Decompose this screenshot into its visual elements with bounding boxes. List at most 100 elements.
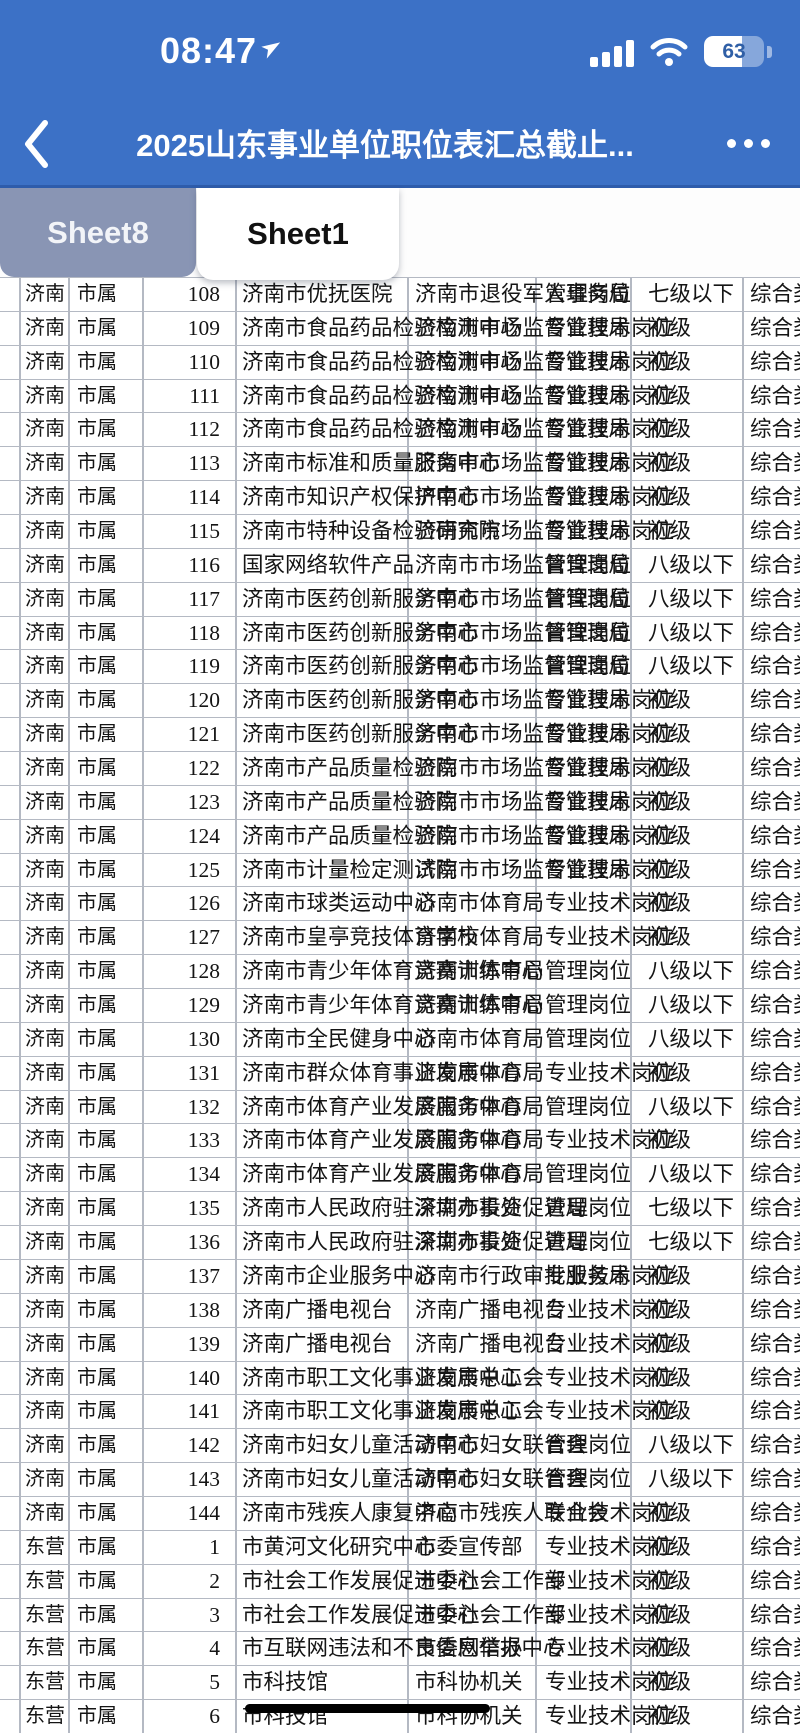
cell-org-type[interactable]: 市属 bbox=[77, 892, 117, 915]
cell-post-category[interactable]: 管理岗位 bbox=[545, 586, 632, 611]
cell-department[interactable]: 济南市行政审批服务局 bbox=[415, 1263, 631, 1288]
table-row[interactable]: 济南 市属 144 济南市残疾人康复中心 济南市残疾人联合会 专业技术岗位 初级… bbox=[0, 1496, 800, 1531]
cell-unit-name[interactable]: 国家网络软件产品 bbox=[242, 552, 415, 577]
cell-unit-name[interactable]: 济南市人民政府驻深圳办事处 bbox=[242, 1230, 522, 1255]
cell-unit-name[interactable]: 济南市标准和质量服务中心 bbox=[242, 451, 501, 476]
cell-post-level[interactable]: 初级 bbox=[648, 756, 692, 781]
cell-department[interactable]: 济南市市场监督管理局 bbox=[415, 789, 631, 814]
cell-post-level[interactable]: 初级 bbox=[648, 1365, 692, 1390]
cell-department[interactable]: 济南市市场监督管理局 bbox=[415, 823, 631, 848]
cell-org-type[interactable]: 市属 bbox=[77, 587, 117, 610]
cell-city[interactable]: 济南 bbox=[25, 960, 65, 983]
cell-city[interactable]: 东营 bbox=[25, 1637, 65, 1660]
cell-post-category[interactable]: 专业技术岗位 bbox=[545, 383, 675, 408]
table-row[interactable]: 济南 市属 128 济南市青少年体育竞赛训练中心 济南市体育局 管理岗位 八级以… bbox=[0, 955, 800, 990]
table-row[interactable]: 济南 市属 143 济南市妇女儿童活动中心 济南市妇女联合会 管理岗位 八级以下… bbox=[0, 1463, 800, 1497]
cell-unit-name[interactable]: 济南市群众体育事业发展中心 bbox=[242, 1060, 522, 1085]
cell-row-number[interactable]: 140 bbox=[187, 1365, 220, 1390]
cell-department[interactable]: 济南市残疾人联合会 bbox=[415, 1500, 609, 1525]
cell-unit-name[interactable]: 市黄河文化研究中心 bbox=[242, 1534, 436, 1559]
cell-org-type[interactable]: 市属 bbox=[77, 1468, 117, 1491]
cell-exam-category[interactable]: 综合类 bbox=[750, 959, 800, 984]
cell-post-level[interactable]: 初级 bbox=[648, 417, 692, 442]
cell-org-type[interactable]: 市属 bbox=[77, 824, 117, 847]
tab-sheet1[interactable]: Sheet1 bbox=[197, 188, 399, 280]
cell-post-level[interactable]: 初级 bbox=[648, 383, 692, 408]
cell-department[interactable]: 济南市妇女联合会 bbox=[415, 1467, 588, 1492]
table-row[interactable]: 济南 市属 123 济南市产品质量检验院 济南市市场监督管理局 专业技术岗位 初… bbox=[0, 785, 800, 820]
cell-post-category[interactable]: 专业技术岗位 bbox=[545, 451, 675, 476]
cell-city[interactable]: 济南 bbox=[25, 1264, 65, 1287]
cell-row-number[interactable]: 113 bbox=[188, 451, 220, 476]
cell-post-category[interactable]: 管理岗位 bbox=[545, 654, 632, 679]
cell-city[interactable]: 济南 bbox=[25, 384, 65, 407]
cell-city[interactable]: 济南 bbox=[25, 1298, 65, 1321]
cell-row-number[interactable]: 144 bbox=[187, 1500, 220, 1525]
cell-post-category[interactable]: 专业技术岗位 bbox=[545, 756, 675, 781]
cell-department[interactable]: 济南市总工会 bbox=[415, 1399, 545, 1424]
cell-post-level[interactable]: 七级以下 bbox=[648, 1230, 735, 1255]
cell-department[interactable]: 济南市体育局 bbox=[415, 1162, 545, 1187]
more-menu-button[interactable] bbox=[727, 128, 770, 158]
cell-unit-name[interactable]: 济南市医药创新服务中心 bbox=[242, 586, 479, 611]
cell-row-number[interactable]: 110 bbox=[188, 349, 220, 374]
table-row[interactable]: 济南 市属 133 济南市体育产业发展服务中心 济南市体育局 专业技术岗位 初级… bbox=[0, 1124, 800, 1159]
cell-unit-name[interactable]: 济南市妇女儿童活动中心 bbox=[242, 1433, 479, 1458]
cell-org-type[interactable]: 市属 bbox=[77, 689, 117, 712]
cell-row-number[interactable]: 130 bbox=[187, 1026, 220, 1051]
cell-unit-name[interactable]: 济南市残疾人康复中心 bbox=[242, 1500, 458, 1525]
cell-unit-name[interactable]: 济南市产品质量检验院 bbox=[242, 756, 458, 781]
cell-org-type[interactable]: 市属 bbox=[77, 1298, 117, 1321]
cell-post-category[interactable]: 管理岗位 bbox=[545, 993, 632, 1018]
cell-city[interactable]: 济南 bbox=[25, 316, 65, 339]
cell-department[interactable]: 市科协机关 bbox=[415, 1670, 523, 1695]
cell-post-category[interactable]: 专业技术岗位 bbox=[545, 789, 675, 814]
cell-unit-name[interactable]: 济南市职工文化事业发展中心 bbox=[242, 1365, 522, 1390]
cell-org-type[interactable]: 市属 bbox=[77, 316, 117, 339]
cell-row-number[interactable]: 4 bbox=[209, 1636, 220, 1661]
cell-unit-name[interactable]: 济南市人民政府驻深圳办事处 bbox=[242, 1196, 522, 1221]
cell-post-level[interactable]: 初级 bbox=[648, 1500, 692, 1525]
cell-post-category[interactable]: 专业技术岗位 bbox=[545, 1365, 675, 1390]
cell-post-category[interactable]: 管理岗位 bbox=[545, 1026, 632, 1051]
cell-city[interactable]: 济南 bbox=[25, 486, 65, 509]
cell-post-category[interactable]: 管理岗位 bbox=[545, 620, 632, 645]
cell-post-category[interactable]: 专业技术岗位 bbox=[545, 519, 675, 544]
cell-post-level[interactable]: 初级 bbox=[648, 1128, 692, 1153]
cell-exam-category[interactable]: 综合类 bbox=[750, 1500, 800, 1525]
cell-department[interactable]: 济南市市场监督管理局 bbox=[415, 756, 631, 781]
cell-post-level[interactable]: 初级 bbox=[648, 315, 692, 340]
cell-city[interactable]: 东营 bbox=[25, 1603, 65, 1626]
cell-unit-name[interactable]: 济南市妇女儿童活动中心 bbox=[242, 1467, 479, 1492]
cell-city[interactable]: 济南 bbox=[25, 418, 65, 441]
cell-post-level[interactable]: 初级 bbox=[648, 485, 692, 510]
cell-row-number[interactable]: 119 bbox=[188, 654, 220, 679]
cell-post-category[interactable]: 专业技术岗位 bbox=[545, 823, 675, 848]
cell-department[interactable]: 济南市市场监督管理局 bbox=[415, 383, 631, 408]
cell-exam-category[interactable]: 综合类 bbox=[750, 857, 800, 882]
cell-post-level[interactable]: 初级 bbox=[648, 451, 692, 476]
cell-row-number[interactable]: 134 bbox=[187, 1162, 220, 1187]
cell-post-level[interactable]: 八级以下 bbox=[648, 586, 735, 611]
cell-org-type[interactable]: 市属 bbox=[77, 1332, 117, 1355]
cell-exam-category[interactable]: 综合类 bbox=[750, 383, 800, 408]
spreadsheet-grid[interactable]: 济南 市属 108 济南市优抚医院 济南市退役军人事务局 管理岗位 七级以下 综… bbox=[0, 277, 800, 1733]
cell-post-category[interactable]: 专业技术岗位 bbox=[545, 857, 675, 882]
cell-exam-category[interactable]: 综合类 bbox=[750, 1534, 800, 1559]
cell-city[interactable]: 济南 bbox=[25, 790, 65, 813]
cell-city[interactable]: 济南 bbox=[25, 655, 65, 678]
cell-exam-category[interactable]: 综合类 bbox=[750, 315, 800, 340]
cell-city[interactable]: 济南 bbox=[25, 1434, 65, 1457]
cell-post-category[interactable]: 管理岗位 bbox=[545, 1094, 632, 1119]
cell-post-category[interactable]: 专业技术岗位 bbox=[545, 1636, 675, 1661]
cell-row-number[interactable]: 142 bbox=[187, 1433, 220, 1458]
cell-row-number[interactable]: 121 bbox=[187, 722, 220, 747]
cell-department[interactable]: 济南市市场监督管理局 bbox=[415, 417, 631, 442]
cell-post-level[interactable]: 八级以下 bbox=[648, 1094, 735, 1119]
cell-city[interactable]: 济南 bbox=[25, 1501, 65, 1524]
cell-department[interactable]: 济南市投资促进局 bbox=[415, 1196, 588, 1221]
cell-row-number[interactable]: 6 bbox=[209, 1704, 220, 1729]
cell-row-number[interactable]: 120 bbox=[187, 688, 220, 713]
cell-city[interactable]: 济南 bbox=[25, 1061, 65, 1084]
cell-exam-category[interactable]: 综合类 bbox=[750, 349, 800, 374]
